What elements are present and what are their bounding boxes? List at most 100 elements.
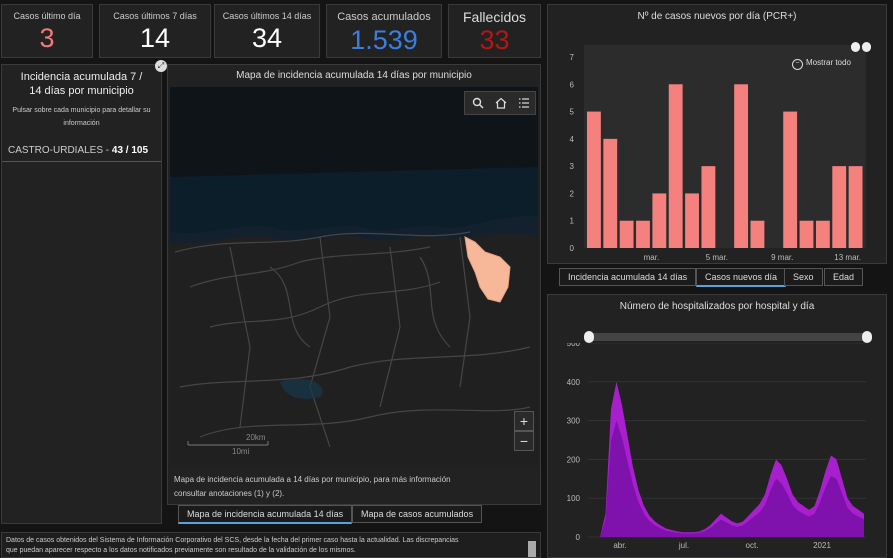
stat-label: Casos último día [13, 11, 81, 21]
bar-chart-panel: Nº de casos nuevos por día (PCR+) 0 1 2 3 4 5… [547, 4, 887, 264]
show-all-button[interactable]: − Mostrar todo [792, 58, 851, 70]
y-tick-label: 7 [570, 53, 575, 62]
incidence-panel: Incidencia acumulada 7 / 14 días por mun… [1, 60, 167, 524]
hospital-range-slider[interactable] [584, 331, 872, 343]
expand-icon[interactable]: ⤢ [155, 60, 167, 72]
stat-value: 33 [479, 25, 510, 55]
bar [619, 220, 634, 248]
bar [636, 220, 650, 248]
y-tick-label: 3 [570, 162, 575, 171]
bar [799, 220, 814, 248]
tab-incidence-14[interactable]: Incidencia acumulada 14 días [559, 268, 697, 286]
map-footer-line2: consultar anotaciones (1) y (2). [174, 489, 285, 498]
bar [734, 84, 749, 249]
tab-cumulative-map[interactable]: Mapa de casos acumulados [352, 505, 483, 523]
stat-card-last-7-days: Casos últimos 7 días 14 [99, 4, 211, 58]
municipio-value: 43 / 105 [111, 145, 149, 156]
map-view[interactable]: 20km 10mi [170, 87, 538, 467]
y-tick-label: 200 [567, 455, 581, 464]
x-tick-label: oct. [746, 541, 759, 550]
footer-line2: que puedan aparecer respecto a los datos… [6, 547, 356, 554]
tab-incidence-map[interactable]: Mapa de incidencia acumulada 14 días [178, 505, 353, 524]
stat-label: Casos acumulados [337, 11, 431, 23]
x-tick-label: jul. [678, 541, 689, 550]
bar [815, 220, 830, 248]
panel-subtitle: Pulsar sobre cada municipio para detalla… [12, 107, 151, 127]
stat-value: 34 [251, 23, 283, 53]
hospital-chart-title: Número de hospitalizados por hospital y … [619, 301, 815, 312]
y-tick-label: 1 [570, 217, 575, 226]
y-tick-label: 0 [570, 244, 575, 253]
bar-chart: 0 1 2 3 4 5 6 7 mar. 5 mar. 9 mar. 13 mar. [570, 45, 866, 262]
stat-card-deaths: Fallecidos 33 [448, 4, 541, 58]
map-toolbar [464, 91, 536, 115]
map-svg [170, 87, 538, 467]
x-tick-label: 2021 [813, 541, 831, 550]
stat-label: Fallecidos [462, 9, 527, 25]
y-tick-label: 2 [570, 189, 575, 198]
bar [848, 166, 863, 248]
y-tick-label: 6 [570, 80, 575, 89]
series-area-inner [600, 420, 864, 537]
range-slider[interactable] [851, 42, 871, 52]
bar [783, 111, 798, 248]
stat-value: 14 [139, 23, 171, 53]
y-tick-label: 400 [567, 378, 581, 387]
x-tick-label: 9 mar. [771, 253, 793, 262]
bar [603, 138, 618, 248]
hospital-chart-panel: Número de hospitalizados por hospital y … [547, 294, 887, 558]
bar [587, 111, 601, 248]
footer-line1: Datos de casos obtenidos del Sistema de … [6, 537, 459, 544]
scrollbar[interactable] [528, 541, 536, 557]
list-icon[interactable] [513, 92, 535, 114]
bar [701, 166, 716, 248]
slider-handle-left[interactable] [584, 331, 594, 343]
x-tick-label: mar. [644, 253, 660, 262]
slider-handle-right[interactable] [862, 331, 872, 343]
stat-label: Casos últimos 7 días [113, 11, 197, 21]
stat-card-cumulative: Casos acumulados 1.539 [326, 4, 442, 58]
bar [685, 193, 699, 248]
scale-km-label: 20km [246, 433, 266, 442]
search-icon[interactable] [467, 92, 489, 114]
bar [832, 166, 847, 248]
zoom-out-button[interactable]: − [514, 431, 534, 451]
zoom-out-icon: − [792, 59, 803, 70]
slider-handle-right[interactable] [862, 42, 871, 52]
stat-value: 3 [39, 23, 55, 53]
bar-chart-title: Nº de casos nuevos por día (PCR+) [637, 11, 797, 22]
x-tick-label: abr. [613, 541, 626, 550]
tab-age[interactable]: Edad [824, 268, 864, 286]
tab-new-cases[interactable]: Casos nuevos día [696, 268, 787, 287]
x-tick-label: 5 mar. [706, 253, 728, 262]
home-icon[interactable] [490, 92, 512, 114]
y-tick-label: 500 [567, 343, 581, 348]
stat-label: Casos últimos 14 días [222, 11, 312, 21]
stat-value: 1.539 [350, 25, 418, 55]
bar [750, 220, 765, 248]
show-all-label: Mostrar todo [806, 58, 851, 67]
map-title: Mapa de incidencia acumulada 14 días por… [236, 70, 472, 81]
y-tick-label: 100 [567, 494, 581, 503]
bar [668, 84, 683, 249]
map-panel: Mapa de incidencia acumulada 14 días por… [167, 64, 541, 505]
scale-mi-label: 10mi [232, 447, 250, 456]
scale-bar [187, 441, 269, 446]
municipio-row[interactable]: CASTRO-URDIALES - 43 / 105 [2, 145, 161, 156]
y-tick-label: 5 [570, 108, 575, 117]
panel-title: Incidencia acumulada 7 / 14 días por mun… [20, 71, 143, 97]
zoom-in-button[interactable]: + [514, 411, 534, 431]
y-tick-label: 4 [570, 135, 575, 144]
y-tick-label: 300 [567, 417, 581, 426]
y-tick-label: 0 [576, 533, 581, 542]
plot-area [584, 45, 866, 248]
stat-card-last-day: Casos último día 3 [1, 4, 93, 58]
hospital-chart: 0 100 200 300 400 500 abr. jul. oct. 2021 [567, 343, 866, 550]
x-tick-label: 13 mar. [834, 253, 861, 262]
map-footer-line1: Mapa de incidencia acumulada a 14 días p… [174, 475, 451, 484]
stat-card-last-14-days: Casos últimos 14 días 34 [214, 4, 320, 58]
slider-handle-left[interactable] [851, 42, 860, 52]
municipio-name: CASTRO-URDIALES - [8, 145, 112, 156]
bar [652, 193, 667, 248]
tab-sex[interactable]: Sexo [784, 268, 823, 286]
